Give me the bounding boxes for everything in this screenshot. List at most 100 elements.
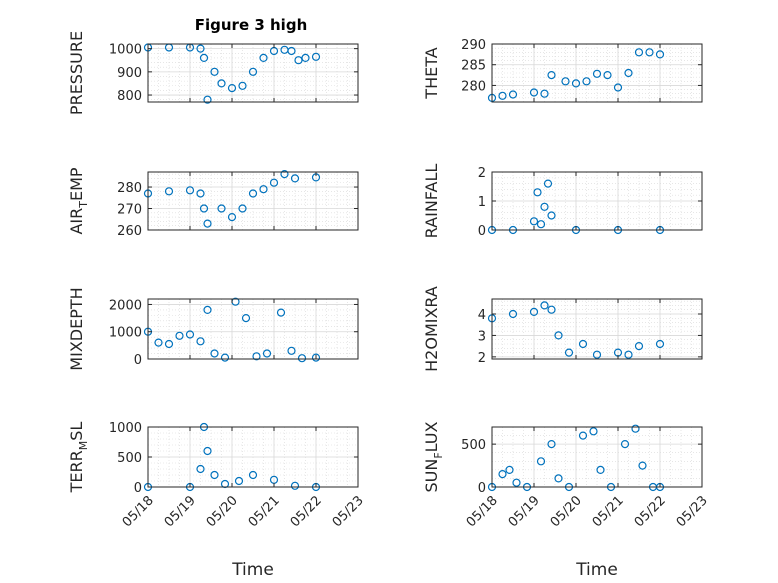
data-point [196, 337, 205, 346]
data-point [276, 308, 286, 317]
data-point [536, 220, 546, 229]
data-point [529, 88, 539, 97]
data-point [248, 189, 258, 198]
y-axis-label: SUNFLUX [422, 421, 445, 492]
data-point [613, 83, 623, 92]
data-point [508, 309, 518, 319]
data-point [262, 349, 272, 358]
y-axis-label: RAINFALL [422, 164, 441, 239]
data-point [645, 48, 654, 57]
data-point [203, 305, 212, 314]
data-point [280, 170, 289, 179]
data-point [210, 470, 219, 480]
y-tick-label: 500 [117, 451, 142, 466]
data-point [561, 77, 570, 86]
y-axis-label: MIXDEPTH [67, 287, 86, 370]
data-point [540, 301, 549, 310]
y-axis-label: TERRMSL [67, 422, 90, 494]
axes-box [147, 171, 359, 231]
data-point [547, 211, 556, 220]
data-point [154, 338, 163, 347]
y-tick-label: 3 [478, 329, 486, 344]
data-point [238, 81, 247, 90]
data-point [252, 352, 261, 361]
y-tick-label: 0 [134, 353, 142, 368]
x-tick-label: 05/20 [204, 493, 241, 530]
data-point [217, 79, 226, 88]
data-point [547, 305, 556, 314]
data-point [512, 478, 521, 487]
data-point [290, 174, 300, 183]
data-point [540, 89, 549, 98]
data-point [196, 464, 205, 474]
y-tick-label: 270 [117, 203, 142, 218]
x-tick-label: 05/19 [162, 493, 199, 530]
y-axis-label: AIRTEMP [67, 167, 90, 234]
subplot-3: 260 270 280 AIRTEMP [67, 167, 359, 239]
data-point [234, 476, 244, 486]
data-point [164, 339, 174, 349]
data-point [536, 457, 546, 466]
data-point [498, 91, 507, 100]
y-tick-label: 0 [478, 481, 486, 496]
y-axis-label: THETA [422, 47, 441, 99]
data-point [533, 188, 542, 197]
axes-box [147, 43, 359, 103]
data-point [564, 348, 574, 357]
y-tick-label: 285 [461, 59, 486, 74]
data-point [638, 461, 647, 470]
data-point [248, 470, 258, 480]
data-point [578, 431, 588, 440]
subplot-4: 0 1 2 RAINFALL [422, 164, 703, 239]
y-tick-label: 1000 [109, 421, 142, 436]
y-tick-label: 2 [478, 166, 486, 181]
y-axis-label: H2OMIXRA [422, 286, 441, 372]
data-point [624, 68, 633, 78]
data-point [655, 339, 665, 349]
axes-box [491, 43, 703, 103]
subplot-2: 280 285 290 THETA [422, 38, 703, 103]
data-point [248, 67, 258, 76]
data-point [620, 440, 630, 449]
y-tick-label: 0 [134, 481, 142, 496]
data-point [199, 204, 209, 213]
data-point [241, 314, 251, 323]
subplot-1: 800 900 1000 PRESSURE [67, 31, 359, 115]
x-tick-label: 05/21 [590, 493, 627, 530]
data-point [603, 70, 612, 80]
y-tick-label: 260 [117, 224, 142, 239]
x-tick-label: 05/19 [506, 493, 543, 530]
data-point [624, 350, 633, 359]
data-point [554, 474, 563, 483]
data-point [259, 185, 268, 194]
data-point [185, 330, 195, 339]
data-point [227, 213, 237, 222]
data-point [203, 95, 212, 104]
axes-box [491, 426, 703, 488]
data-point [227, 83, 237, 93]
y-tick-label: 280 [461, 79, 486, 94]
data-point [589, 427, 598, 436]
data-point [210, 349, 219, 358]
data-point [634, 48, 644, 57]
x-tick-label: 05/18 [464, 493, 501, 530]
plot-area [148, 44, 358, 102]
y-tick-label: 1000 [109, 326, 142, 341]
x-tick-label: 05/23 [330, 493, 367, 530]
x-axis-label: Time [231, 560, 274, 580]
data-point [592, 350, 602, 359]
y-tick-label: 1 [478, 195, 486, 210]
data-point [547, 70, 556, 80]
data-point [596, 465, 605, 474]
data-point [508, 90, 518, 99]
y-tick-label: 800 [117, 89, 142, 104]
data-point [220, 353, 230, 362]
data-point [547, 440, 556, 449]
data-point [238, 204, 247, 213]
data-point [655, 50, 665, 59]
data-point [203, 219, 212, 228]
data-point [578, 339, 588, 349]
data-point [164, 187, 174, 196]
y-tick-label: 0 [478, 224, 486, 239]
